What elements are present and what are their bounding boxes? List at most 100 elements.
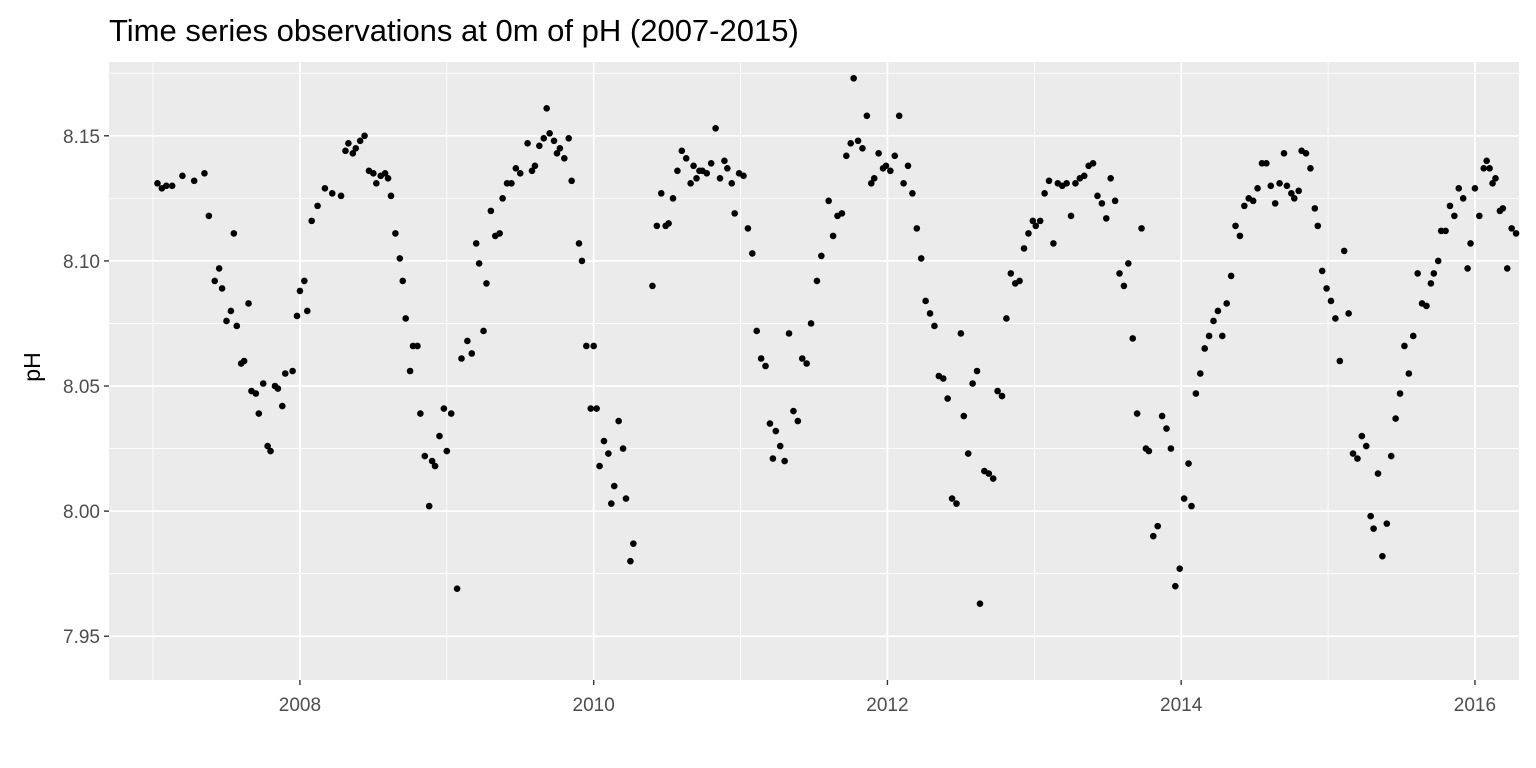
- data-point: [1020, 245, 1028, 252]
- data-point: [583, 342, 590, 350]
- data-point: [578, 257, 586, 265]
- data-point: [1476, 212, 1483, 220]
- data-point: [1188, 502, 1195, 510]
- data-point: [1311, 205, 1319, 212]
- data-point: [540, 135, 548, 142]
- data-point: [428, 457, 436, 465]
- data-point: [342, 147, 349, 155]
- data-point: [1340, 247, 1348, 255]
- data-point: [1434, 257, 1442, 265]
- data-point: [468, 350, 476, 357]
- data-point: [895, 112, 903, 120]
- data-point: [674, 167, 681, 175]
- data-point: [1098, 200, 1106, 207]
- data-point: [425, 502, 433, 510]
- data-point: [657, 190, 665, 197]
- data-point: [475, 260, 483, 267]
- data-point: [308, 217, 315, 225]
- data-point: [593, 405, 600, 412]
- data-point: [909, 190, 916, 197]
- data-point: [703, 170, 711, 177]
- data-point: [1210, 317, 1217, 325]
- data-point: [218, 285, 226, 292]
- data-point: [721, 157, 728, 165]
- data-point: [345, 140, 352, 147]
- data-point: [1288, 190, 1295, 197]
- data-point: [524, 140, 531, 147]
- data-point: [328, 190, 336, 197]
- data-point: [994, 387, 1001, 395]
- data-point: [1107, 175, 1114, 182]
- data-point: [1089, 160, 1097, 167]
- data-point: [274, 385, 282, 392]
- data-point: [289, 367, 296, 375]
- data-point: [785, 330, 793, 337]
- data-point: [1409, 332, 1417, 340]
- data-point: [1102, 215, 1110, 222]
- data-point: [693, 175, 700, 182]
- data-point: [1003, 315, 1010, 322]
- plot-panel: [109, 62, 1519, 680]
- data-point: [904, 162, 912, 170]
- data-point: [472, 240, 480, 247]
- data-point: [922, 297, 929, 305]
- data-point: [255, 410, 263, 417]
- data-point: [854, 137, 862, 145]
- data-point: [215, 265, 223, 272]
- data-point: [1358, 432, 1366, 440]
- data-point: [615, 417, 622, 425]
- data-point: [556, 145, 564, 152]
- data-point: [610, 482, 618, 490]
- data-point: [1387, 452, 1395, 460]
- data-point: [259, 380, 267, 387]
- data-point: [622, 495, 630, 502]
- y-tick-label: 8.05: [63, 377, 100, 398]
- data-point: [223, 317, 230, 325]
- data-point: [859, 145, 866, 152]
- data-point: [1094, 192, 1101, 200]
- data-point: [769, 455, 777, 462]
- data-point: [543, 104, 550, 112]
- data-point: [753, 327, 761, 335]
- data-point: [744, 225, 752, 232]
- data-point: [1367, 512, 1374, 520]
- data-point: [565, 135, 573, 142]
- data-point: [293, 312, 301, 320]
- data-point: [891, 152, 899, 160]
- data-point: [678, 147, 686, 155]
- data-point: [1196, 370, 1204, 377]
- data-point: [575, 240, 583, 247]
- data-point: [1401, 342, 1408, 350]
- data-point: [863, 112, 871, 120]
- data-point: [1295, 187, 1302, 195]
- data-point: [1111, 197, 1119, 205]
- data-point: [1036, 217, 1044, 225]
- data-point: [985, 470, 993, 477]
- data-point: [1125, 260, 1132, 267]
- data-point: [1167, 445, 1175, 452]
- data-point: [546, 130, 553, 137]
- data-point: [1396, 390, 1404, 397]
- data-point: [512, 165, 520, 172]
- data-point: [387, 192, 395, 200]
- data-point: [531, 162, 539, 170]
- data-point: [939, 375, 947, 382]
- data-point: [240, 357, 248, 365]
- data-point: [550, 137, 558, 145]
- data-point: [1263, 160, 1270, 167]
- data-point: [1349, 450, 1357, 457]
- data-point: [948, 495, 956, 502]
- data-point: [1120, 282, 1128, 290]
- data-point: [1383, 520, 1391, 527]
- data-point: [1283, 182, 1291, 190]
- data-point: [829, 232, 837, 240]
- data-point: [1423, 302, 1430, 310]
- data-point: [917, 255, 925, 262]
- data-point: [1025, 230, 1032, 237]
- data-point: [1163, 425, 1170, 432]
- data-point: [690, 162, 697, 170]
- data-point: [1459, 195, 1467, 202]
- data-point: [1116, 270, 1123, 277]
- data-point: [1138, 225, 1145, 232]
- data-point: [508, 180, 515, 187]
